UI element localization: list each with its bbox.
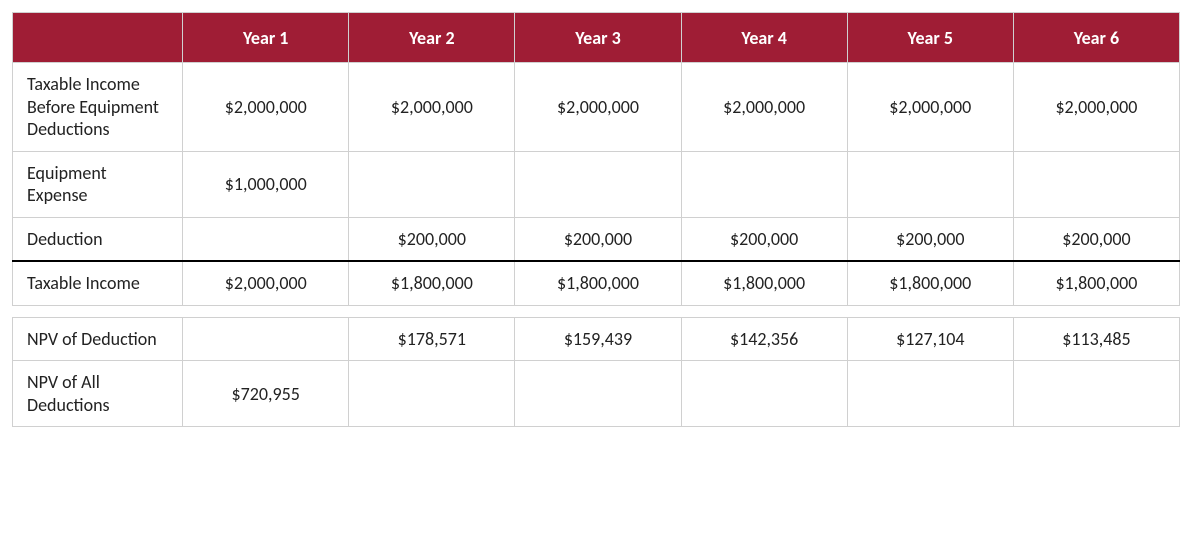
cell: $200,000 [515,217,681,261]
cell: $200,000 [1013,217,1179,261]
cell: $1,800,000 [681,261,847,305]
cell [515,151,681,217]
cell [847,361,1013,427]
cell [1013,151,1179,217]
row-label: Deduction [13,217,183,261]
row-label: Taxable Income Before Equipment Deductio… [13,63,183,152]
header-year5: Year 5 [847,13,1013,63]
cell: $200,000 [349,217,515,261]
cell: $1,800,000 [349,261,515,305]
financial-table: Year 1 Year 2 Year 3 Year 4 Year 5 Year … [12,12,1180,427]
table-row: NPV of All Deductions $720,955 [13,361,1180,427]
cell: $2,000,000 [847,63,1013,152]
gap-row [13,305,1180,317]
row-label: NPV of Deduction [13,317,183,361]
cell: $142,356 [681,317,847,361]
cell: $113,485 [1013,317,1179,361]
header-row: Year 1 Year 2 Year 3 Year 4 Year 5 Year … [13,13,1180,63]
header-year4: Year 4 [681,13,847,63]
header-year6: Year 6 [1013,13,1179,63]
cell [183,217,349,261]
cell: $2,000,000 [515,63,681,152]
cell: $178,571 [349,317,515,361]
cell: $1,800,000 [515,261,681,305]
header-blank [13,13,183,63]
cell [847,151,1013,217]
table-row: Taxable Income $2,000,000 $1,800,000 $1,… [13,261,1180,305]
cell [349,361,515,427]
cell: $2,000,000 [681,63,847,152]
header-year3: Year 3 [515,13,681,63]
header-year2: Year 2 [349,13,515,63]
cell [349,151,515,217]
row-label: Equipment Expense [13,151,183,217]
header-year1: Year 1 [183,13,349,63]
cell: $2,000,000 [183,63,349,152]
cell [681,361,847,427]
row-label: NPV of All Deductions [13,361,183,427]
cell: $1,000,000 [183,151,349,217]
cell [183,317,349,361]
cell: $159,439 [515,317,681,361]
cell: $2,000,000 [349,63,515,152]
cell: $1,800,000 [847,261,1013,305]
table-row: Equipment Expense $1,000,000 [13,151,1180,217]
cell [515,361,681,427]
cell: $200,000 [681,217,847,261]
cell: $1,800,000 [1013,261,1179,305]
cell: $720,955 [183,361,349,427]
table-row: NPV of Deduction $178,571 $159,439 $142,… [13,317,1180,361]
cell: $200,000 [847,217,1013,261]
row-label: Taxable Income [13,261,183,305]
cell [681,151,847,217]
cell [1013,361,1179,427]
cell: $2,000,000 [183,261,349,305]
cell: $2,000,000 [1013,63,1179,152]
cell: $127,104 [847,317,1013,361]
table-row: Taxable Income Before Equipment Deductio… [13,63,1180,152]
table-row: Deduction $200,000 $200,000 $200,000 $20… [13,217,1180,261]
